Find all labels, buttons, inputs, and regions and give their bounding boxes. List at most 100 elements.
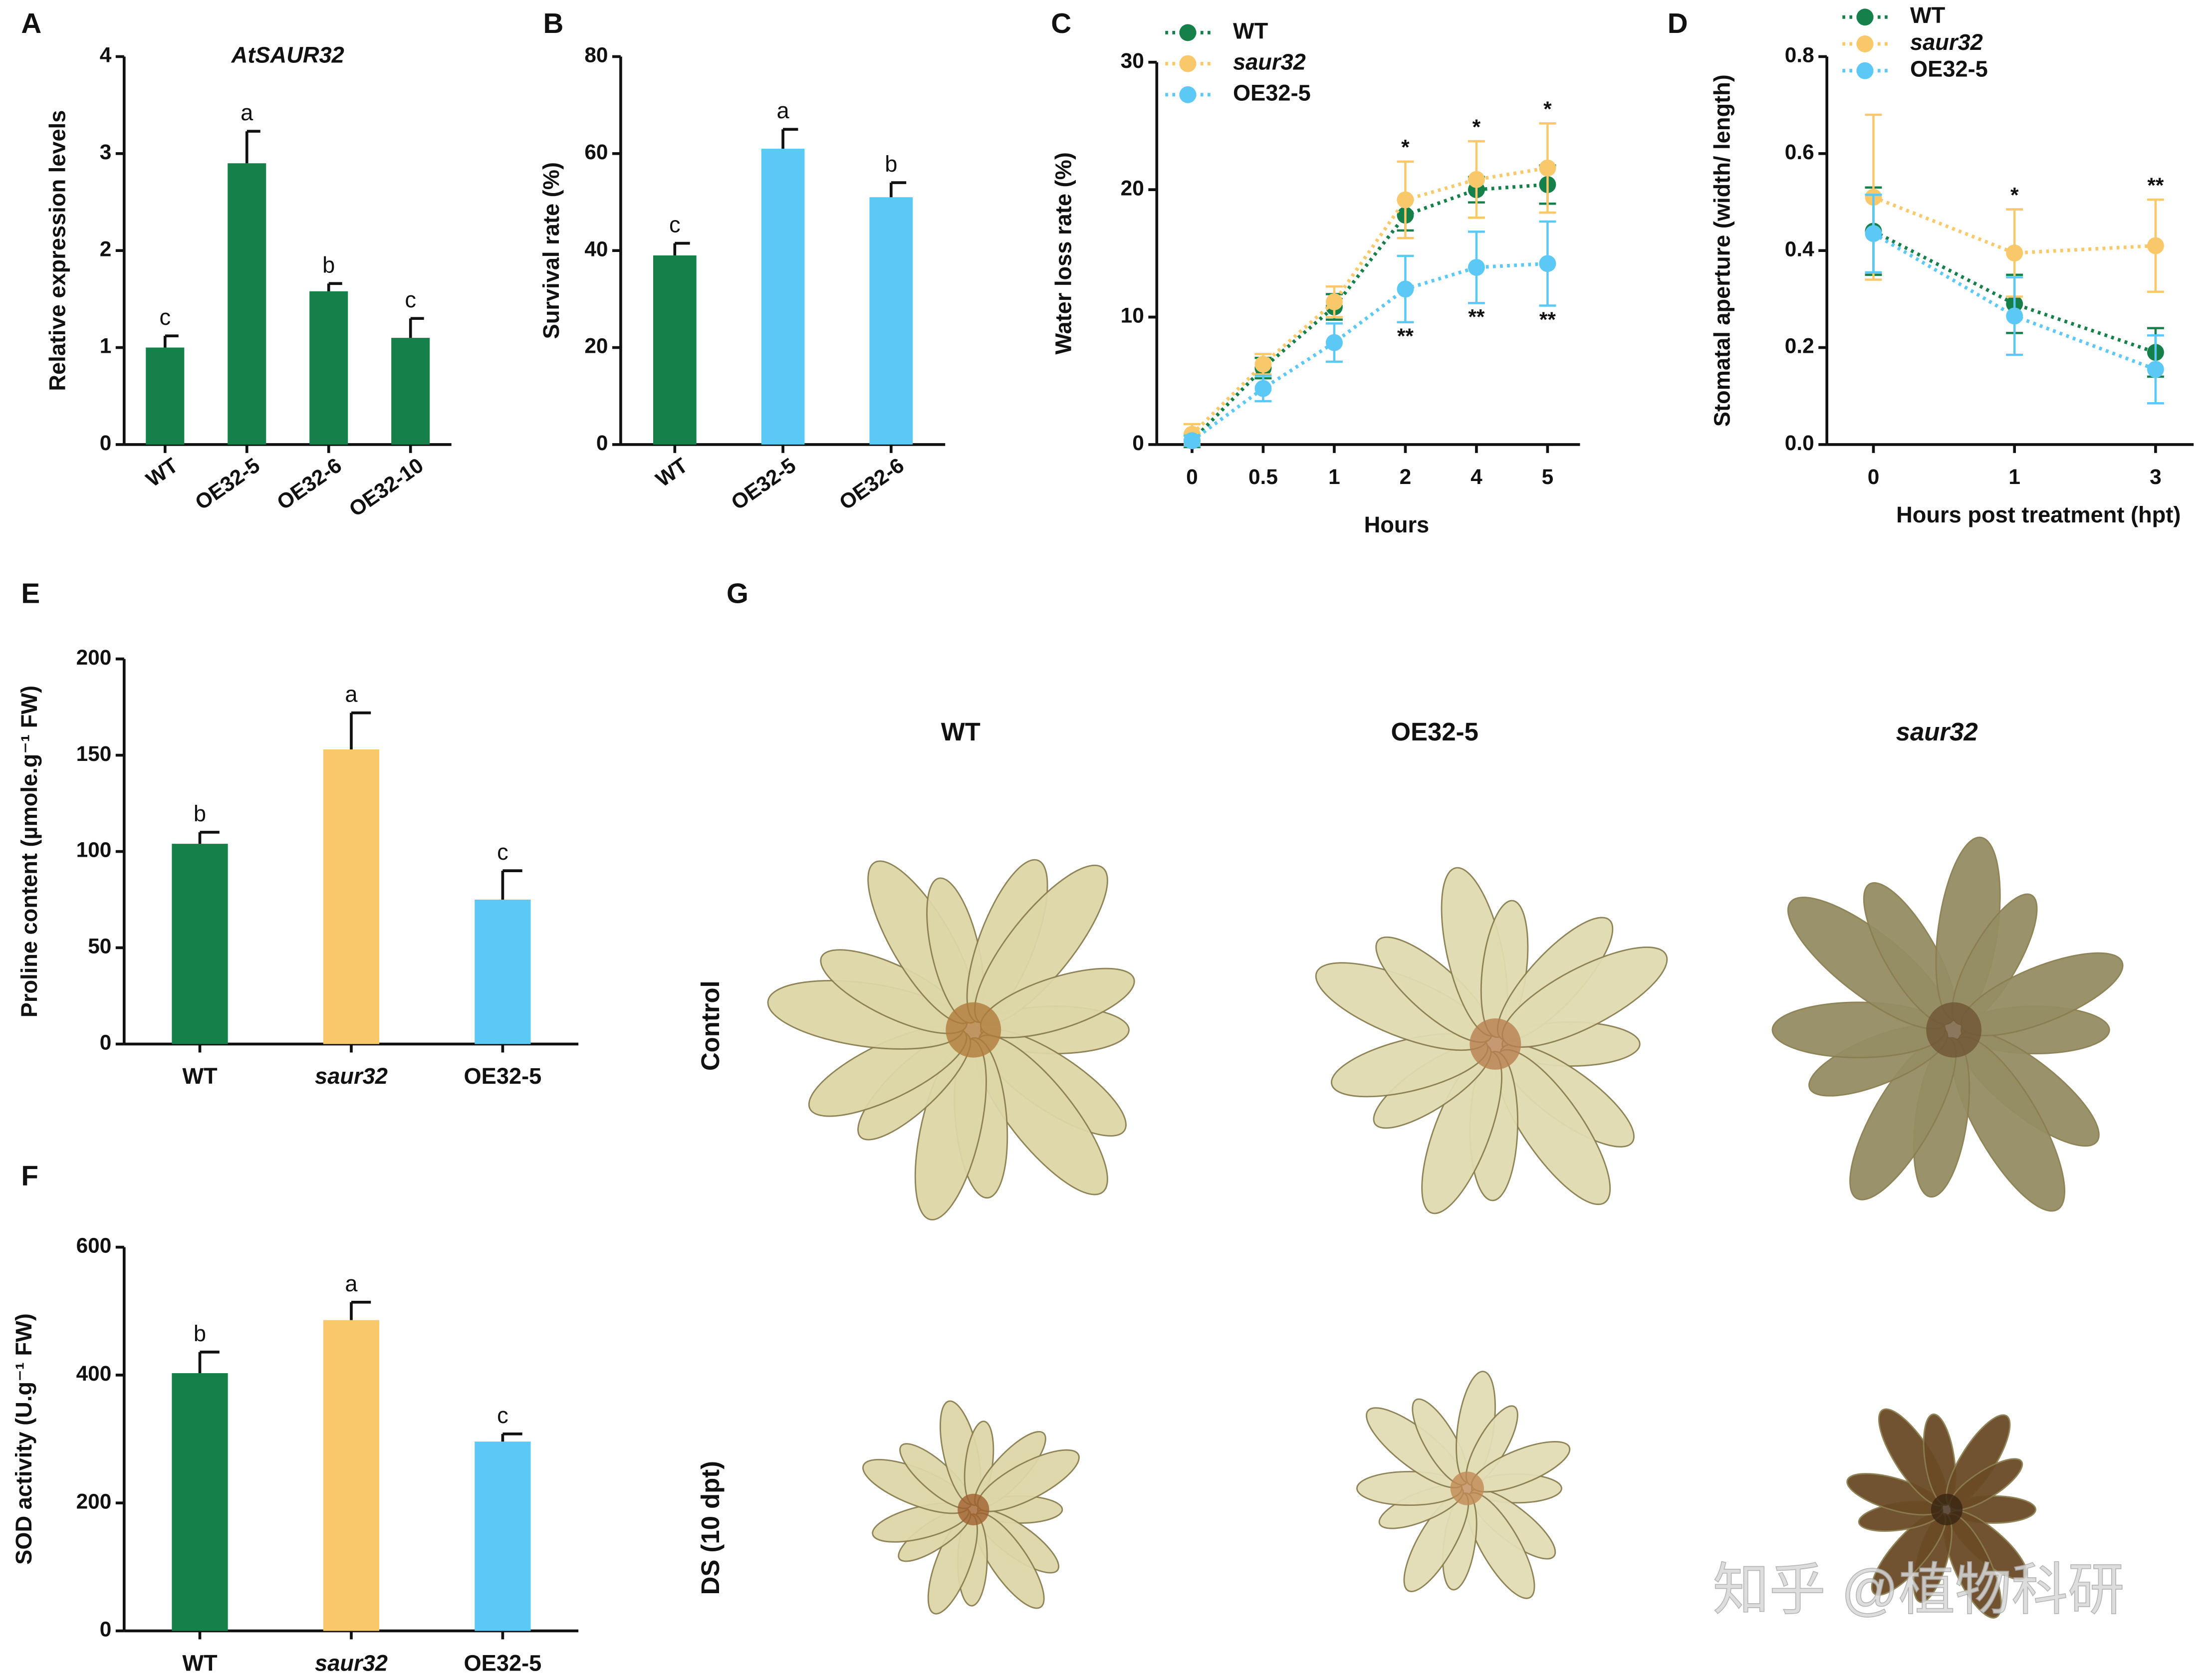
significance-letter: a bbox=[777, 98, 790, 123]
x-tick-label: 5 bbox=[1542, 465, 1554, 488]
panel-letter: B bbox=[543, 7, 563, 39]
significance-mark: ** bbox=[1397, 324, 1414, 348]
x-tick-label: 4 bbox=[1471, 465, 1482, 488]
y-axis-label: Water loss rate (%) bbox=[1050, 152, 1076, 354]
y-tick-label: 0 bbox=[100, 431, 112, 455]
legend-marker bbox=[1856, 62, 1874, 79]
significance-mark: * bbox=[1473, 115, 1481, 139]
point bbox=[1183, 432, 1201, 450]
significance-mark: * bbox=[1401, 136, 1410, 159]
y-tick-label: 400 bbox=[76, 1362, 112, 1385]
significance-letter: b bbox=[194, 801, 206, 826]
panel-letter: A bbox=[21, 7, 41, 39]
x-tick-label: OE32-6 bbox=[835, 454, 908, 514]
column-header: OE32-5 bbox=[1391, 718, 1478, 746]
y-tick-label: 0.0 bbox=[1785, 431, 1814, 455]
series-line bbox=[1873, 195, 2156, 255]
y-tick-label: 0 bbox=[100, 1031, 112, 1054]
significance-letter: b bbox=[194, 1321, 206, 1346]
significance-mark: ** bbox=[2147, 174, 2164, 197]
rosette-center bbox=[1931, 1493, 1963, 1526]
y-tick-label: 20 bbox=[584, 334, 608, 358]
x-tick-label: 0.5 bbox=[1248, 465, 1278, 488]
y-tick-label: 0 bbox=[100, 1618, 112, 1641]
rosette-center bbox=[1450, 1471, 1484, 1505]
x-tick-label: saur32 bbox=[315, 1063, 388, 1089]
rosette-center bbox=[946, 1002, 1001, 1058]
y-tick-label: 3 bbox=[100, 140, 112, 164]
x-tick-label: saur32 bbox=[315, 1650, 388, 1676]
row-label: DS (10 dpt) bbox=[696, 1461, 725, 1595]
significance-letter: b bbox=[885, 151, 897, 177]
rosette-center bbox=[1470, 1018, 1521, 1070]
y-tick-label: 600 bbox=[76, 1234, 112, 1257]
x-tick-label: WT bbox=[182, 1063, 218, 1089]
significance-letter: c bbox=[669, 212, 681, 238]
bar bbox=[391, 338, 430, 445]
chart-title: AtSAUR32 bbox=[231, 42, 344, 67]
panel-letter: E bbox=[21, 577, 40, 609]
rosette-center bbox=[958, 1493, 989, 1526]
x-tick-label: 1 bbox=[1328, 465, 1340, 488]
x-tick-label: WT bbox=[182, 1650, 218, 1676]
significance-letter: c bbox=[497, 839, 508, 865]
y-tick-label: 30 bbox=[1121, 49, 1144, 72]
photos bbox=[767, 836, 2124, 1619]
bar bbox=[228, 163, 266, 445]
significance-letter: c bbox=[405, 287, 416, 312]
y-tick-label: 0.4 bbox=[1785, 237, 1814, 260]
panel-letter: D bbox=[1668, 7, 1688, 39]
bar bbox=[146, 347, 185, 445]
column-header: WT bbox=[941, 718, 981, 746]
point bbox=[2147, 361, 2164, 378]
bar bbox=[761, 149, 805, 445]
legend-label: OE32-5 bbox=[1233, 80, 1311, 106]
legend-marker bbox=[1179, 55, 1197, 72]
significance-letter: c bbox=[159, 304, 171, 330]
y-tick-label: 100 bbox=[76, 838, 112, 862]
x-tick-label: WT bbox=[652, 453, 692, 491]
column-header: saur32 bbox=[1896, 718, 1978, 746]
bar bbox=[309, 291, 348, 445]
y-axis-label: Survival rate (%) bbox=[538, 162, 564, 339]
y-tick-label: 10 bbox=[1121, 304, 1144, 327]
panel-letter: C bbox=[1051, 7, 1071, 39]
y-tick-label: 80 bbox=[584, 43, 608, 67]
y-tick-label: 50 bbox=[88, 935, 111, 958]
x-tick-label: 2 bbox=[1400, 465, 1412, 488]
y-tick-label: 0.8 bbox=[1785, 43, 1814, 67]
y-tick-label: 0 bbox=[1132, 431, 1144, 455]
y-tick-label: 200 bbox=[76, 1489, 112, 1513]
series-line bbox=[1191, 261, 1548, 443]
significance-mark: ** bbox=[1468, 305, 1484, 329]
legend-label: saur32 bbox=[1910, 29, 1983, 55]
y-tick-label: 4 bbox=[100, 43, 112, 67]
y-tick-label: 60 bbox=[584, 140, 608, 164]
y-tick-label: 150 bbox=[76, 742, 112, 765]
bar bbox=[869, 197, 913, 445]
x-tick-label: 3 bbox=[2150, 465, 2162, 488]
y-tick-label: 0.2 bbox=[1785, 334, 1814, 358]
row-label: Control bbox=[696, 980, 725, 1071]
y-tick-label: 200 bbox=[76, 646, 112, 669]
significance-letter: a bbox=[345, 1271, 358, 1296]
y-axis-label: Stomatal aperture (width/ length) bbox=[1710, 74, 1735, 427]
point bbox=[1397, 280, 1414, 298]
point bbox=[1468, 258, 1485, 276]
significance-mark: ** bbox=[1539, 308, 1556, 331]
significance-mark: * bbox=[2010, 183, 2019, 207]
x-tick-label: OE32-6 bbox=[272, 454, 346, 514]
x-tick-label: OE32-10 bbox=[345, 454, 428, 521]
significance-letter: b bbox=[322, 252, 335, 277]
significance-mark: * bbox=[1543, 97, 1552, 121]
point bbox=[1254, 356, 1272, 373]
bar bbox=[172, 844, 228, 1044]
y-axis-label: Proline content (µmole.g⁻¹ FW) bbox=[16, 686, 42, 1017]
point bbox=[1865, 225, 1882, 242]
legend-marker bbox=[1179, 86, 1197, 103]
bar bbox=[323, 749, 380, 1044]
series-line bbox=[1191, 183, 1548, 442]
legend-label: OE32-5 bbox=[1910, 56, 1988, 82]
x-tick-label: 0 bbox=[1868, 465, 1880, 488]
